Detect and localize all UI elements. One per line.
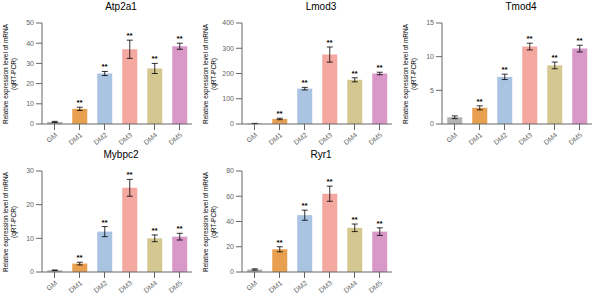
svg-text:DM4: DM4 xyxy=(343,279,359,294)
svg-text:10: 10 xyxy=(26,235,34,242)
svg-text:**: ** xyxy=(301,78,308,87)
svg-text:**: ** xyxy=(501,65,508,74)
svg-text:DM5: DM5 xyxy=(368,279,384,294)
svg-text:100: 100 xyxy=(222,95,234,102)
html-text:Tmod4: Tmod4 xyxy=(505,1,537,12)
svg-text:GM: GM xyxy=(245,131,258,144)
svg-text:**: ** xyxy=(176,224,183,233)
svg-text:0: 0 xyxy=(30,268,34,275)
svg-text:200: 200 xyxy=(222,70,234,77)
svg-text:GM: GM xyxy=(445,131,458,144)
svg-text:400: 400 xyxy=(222,19,234,26)
svg-text:DM1: DM1 xyxy=(268,131,284,146)
svg-text:80: 80 xyxy=(226,167,234,174)
html-text:Lmod3: Lmod3 xyxy=(305,1,337,12)
svg-text:**: ** xyxy=(376,219,383,228)
svg-text:**: ** xyxy=(126,31,133,40)
html-text:Mybpc2: Mybpc2 xyxy=(103,149,139,160)
svg-text:30: 30 xyxy=(26,167,34,174)
svg-text:60: 60 xyxy=(226,193,234,200)
svg-text:**: ** xyxy=(101,62,108,71)
svg-text:**: ** xyxy=(276,238,283,247)
svg-text:DM2: DM2 xyxy=(93,131,109,146)
html-text:Relative expression level of m: Relative expression level of mRNA (qRT-P… xyxy=(402,23,417,124)
svg-text:5: 5 xyxy=(430,87,434,94)
svg-text:40: 40 xyxy=(26,40,34,47)
svg-text:DM5: DM5 xyxy=(168,131,184,146)
svg-text:DM4: DM4 xyxy=(143,131,159,146)
svg-text:DM5: DM5 xyxy=(168,279,184,294)
svg-text:DM4: DM4 xyxy=(143,279,159,294)
svg-text:DM1: DM1 xyxy=(468,131,484,146)
svg-text:DM3: DM3 xyxy=(318,279,334,294)
svg-text:DM5: DM5 xyxy=(368,131,384,146)
svg-text:**: ** xyxy=(351,69,358,78)
svg-text:40: 40 xyxy=(226,218,234,225)
html-text:Ryr1: Ryr1 xyxy=(310,149,332,160)
svg-text:300: 300 xyxy=(222,45,234,52)
svg-text:**: ** xyxy=(326,177,333,186)
svg-text:**: ** xyxy=(526,34,533,43)
svg-text:**: ** xyxy=(151,226,158,235)
svg-text:30: 30 xyxy=(26,60,34,67)
svg-text:20: 20 xyxy=(26,201,34,208)
svg-text:0: 0 xyxy=(30,120,34,127)
svg-text:**: ** xyxy=(76,98,83,107)
svg-text:**: ** xyxy=(176,34,183,43)
svg-text:DM3: DM3 xyxy=(118,131,134,146)
svg-text:**: ** xyxy=(76,253,83,262)
svg-text:DM2: DM2 xyxy=(493,131,509,146)
svg-text:**: ** xyxy=(151,54,158,63)
html-text:Atp2a1: Atp2a1 xyxy=(105,1,137,12)
svg-text:0: 0 xyxy=(430,120,434,127)
svg-text:**: ** xyxy=(301,201,308,210)
svg-text:DM2: DM2 xyxy=(93,279,109,294)
svg-text:**: ** xyxy=(276,109,283,118)
svg-text:**: ** xyxy=(376,63,383,72)
svg-text:**: ** xyxy=(476,97,483,106)
html-text:Relative expression level of m: Relative expression level of mRNA (qRT-P… xyxy=(2,171,17,272)
svg-text:GM: GM xyxy=(245,279,258,292)
svg-text:DM4: DM4 xyxy=(543,131,559,146)
svg-text:20: 20 xyxy=(226,243,234,250)
svg-text:50: 50 xyxy=(26,19,34,26)
svg-text:DM1: DM1 xyxy=(268,279,284,294)
svg-text:10: 10 xyxy=(26,100,34,107)
svg-text:**: ** xyxy=(576,36,583,45)
svg-text:0: 0 xyxy=(230,120,234,127)
svg-text:DM2: DM2 xyxy=(293,131,309,146)
svg-text:**: ** xyxy=(126,170,133,179)
svg-text:**: ** xyxy=(351,215,358,224)
html-text:Relative expression level of m: Relative expression level of mRNA (qRT-P… xyxy=(2,23,17,124)
svg-text:DM1: DM1 xyxy=(68,131,84,146)
svg-text:DM2: DM2 xyxy=(293,279,309,294)
svg-text:DM1: DM1 xyxy=(68,279,84,294)
svg-text:DM3: DM3 xyxy=(318,131,334,146)
html-text:Relative expression level of m: Relative expression level of mRNA (qRT-P… xyxy=(202,23,217,124)
svg-text:0: 0 xyxy=(230,268,234,275)
svg-text:**: ** xyxy=(101,218,108,227)
svg-text:10: 10 xyxy=(426,53,434,60)
svg-text:15: 15 xyxy=(426,19,434,26)
svg-text:20: 20 xyxy=(26,80,34,87)
svg-text:DM3: DM3 xyxy=(118,279,134,294)
svg-text:**: ** xyxy=(326,38,333,47)
html-text:Relative expression level of m: Relative expression level of mRNA (qRT-P… xyxy=(202,171,217,272)
svg-text:GM: GM xyxy=(45,279,58,292)
svg-text:DM4: DM4 xyxy=(343,131,359,146)
svg-text:GM: GM xyxy=(45,131,58,144)
svg-text:**: ** xyxy=(551,53,558,62)
svg-text:DM3: DM3 xyxy=(518,131,534,146)
svg-text:DM5: DM5 xyxy=(568,131,584,146)
